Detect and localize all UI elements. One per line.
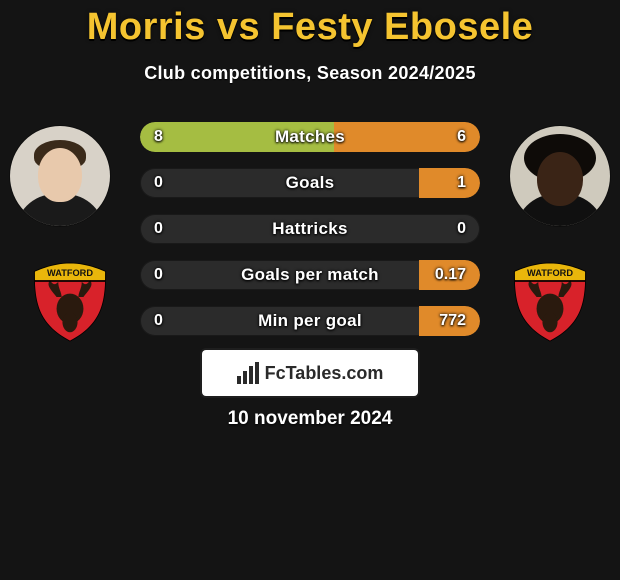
stat-label: Min per goal xyxy=(140,306,480,336)
player-avatar-right xyxy=(510,126,610,226)
stat-row: 00.17Goals per match xyxy=(140,260,480,290)
bar-chart-icon xyxy=(237,362,259,384)
svg-text:WATFORD: WATFORD xyxy=(47,268,93,278)
page-title: Morris vs Festy Ebosele xyxy=(0,0,620,49)
snapshot-date: 10 november 2024 xyxy=(0,408,620,430)
brand-text: FcTables.com xyxy=(265,363,384,384)
stat-row: 00Hattricks xyxy=(140,214,480,244)
stat-label: Goals per match xyxy=(140,260,480,290)
club-crest-left: WATFORD xyxy=(28,260,112,344)
page-subtitle: Club competitions, Season 2024/2025 xyxy=(0,63,620,84)
stat-row: 0772Min per goal xyxy=(140,306,480,336)
player-avatar-left xyxy=(10,126,110,226)
club-crest-right: WATFORD xyxy=(508,260,592,344)
svg-text:WATFORD: WATFORD xyxy=(527,268,573,278)
stats-container: 86Matches 01Goals 00Hattricks 00.17Goals pe… xyxy=(140,122,480,352)
stat-row: 01Goals xyxy=(140,168,480,198)
brand-badge: FcTables.com xyxy=(202,350,418,396)
stat-label: Goals xyxy=(140,168,480,198)
stat-row: 86Matches xyxy=(140,122,480,152)
stat-label: Hattricks xyxy=(140,214,480,244)
stat-label: Matches xyxy=(140,122,480,152)
